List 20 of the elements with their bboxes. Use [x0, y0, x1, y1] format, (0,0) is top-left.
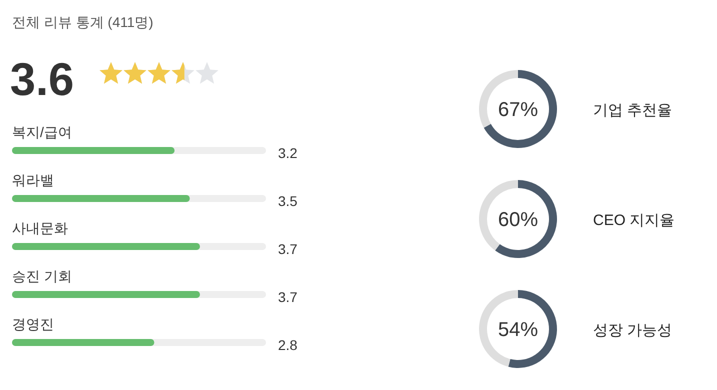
data-label: 67% — [498, 99, 538, 121]
data-label: 2.8 — [278, 337, 298, 353]
data-label: 3.5 — [278, 193, 298, 209]
data-label: 3.7 — [278, 241, 298, 257]
data-label: 3.7 — [278, 289, 298, 305]
donut-slice — [495, 180, 557, 258]
data-label: 54% — [498, 319, 538, 341]
data-label: 60% — [498, 209, 538, 231]
y-tick-label: 복지/급여 — [12, 124, 72, 140]
y-tick-label: 승진 기회 — [12, 268, 72, 284]
y-tick-label: 워라밸 — [12, 172, 54, 188]
text: 성장 가능성 — [593, 322, 672, 339]
text: CEO 지지율 — [593, 212, 675, 229]
text: 기업 추천율 — [593, 102, 672, 119]
text: 전체 리뷰 통계 (411명) — [12, 14, 154, 30]
y-tick-label: 사내문화 — [12, 220, 68, 236]
y-tick-label: 경영진 — [12, 316, 54, 332]
donut-slice — [484, 70, 557, 148]
text: 3.6 — [10, 53, 74, 105]
data-label: 3.2 — [278, 145, 298, 161]
